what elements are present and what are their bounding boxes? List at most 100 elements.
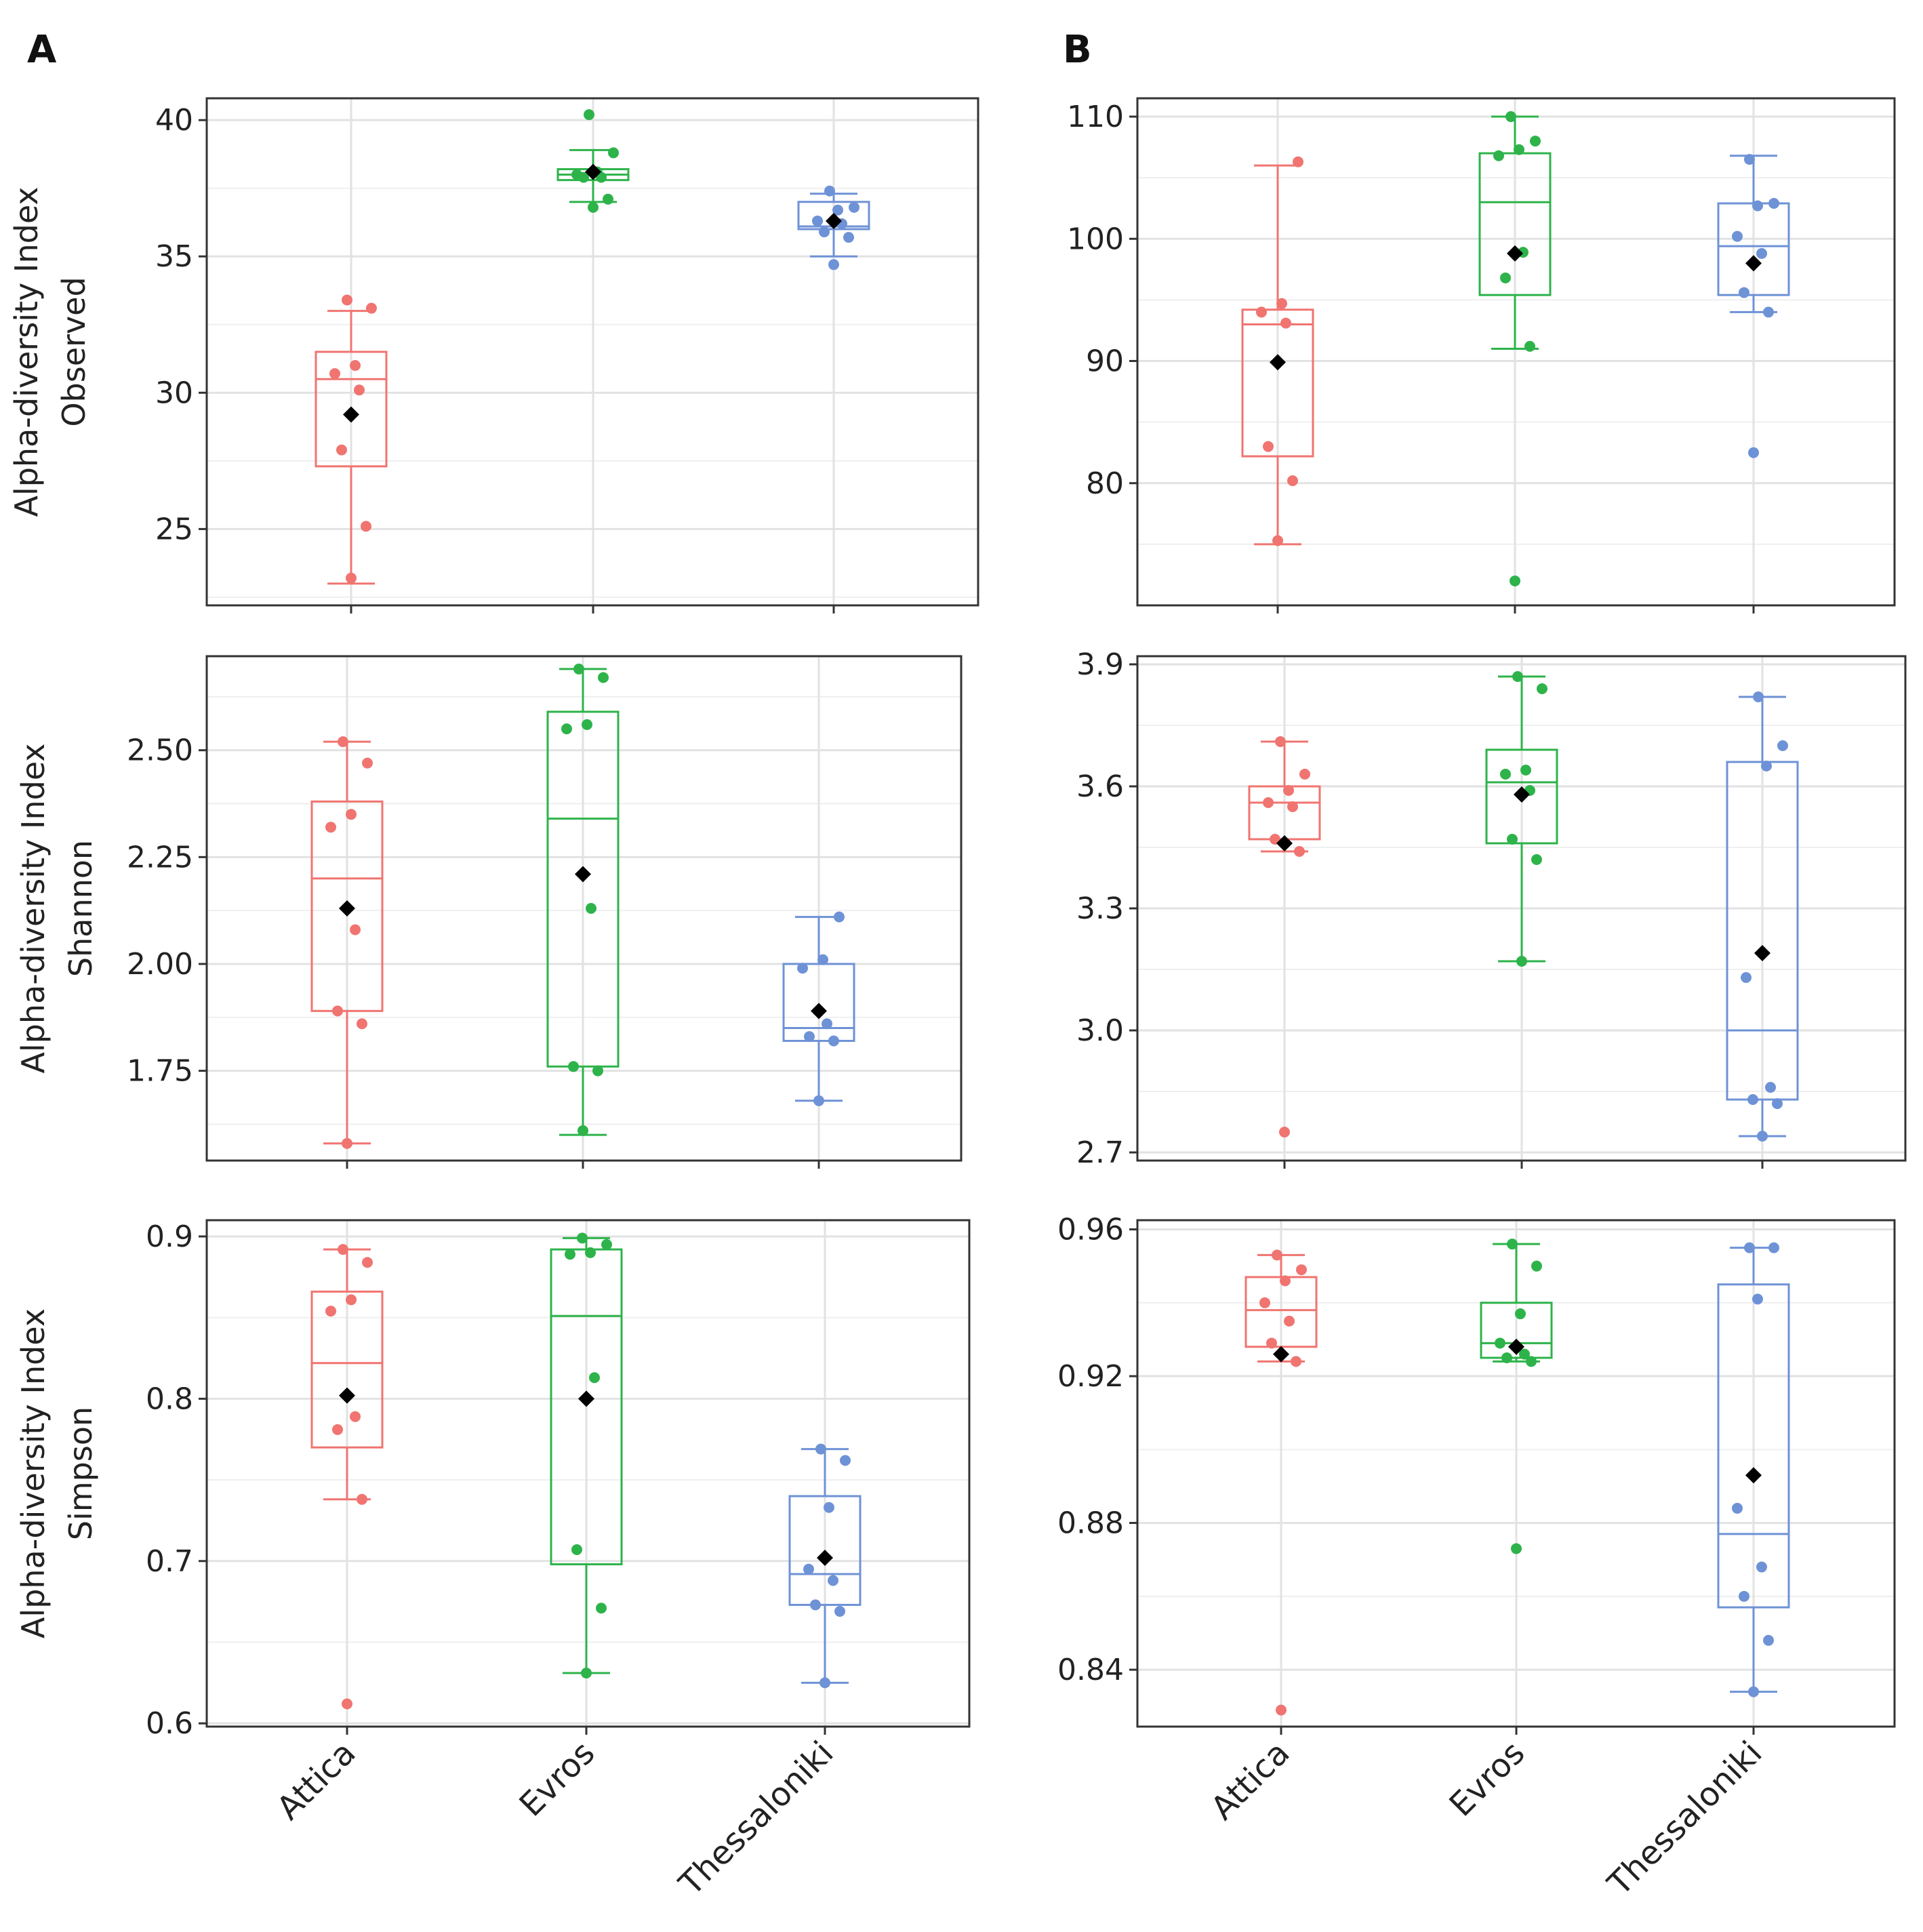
box-evros [1480,1239,1553,1554]
data-point-evros [1520,765,1531,776]
iqr-box [1480,1302,1553,1359]
data-point-evros [601,1239,612,1250]
plots-container: 25 30 35 40 Alpha-diversity Index Observed 80 9… [8,97,1907,1904]
data-point-attica [325,822,336,833]
data-point-attica [346,572,357,584]
data-point-attica [1256,306,1267,318]
mean-marker [1754,945,1770,961]
data-point-evros [603,193,613,205]
data-point-attica [346,1294,357,1306]
box-thessaloniki [788,1443,862,1689]
mean-marker [1507,245,1523,262]
iqr-box [797,201,870,230]
plot-border [205,97,979,607]
data-point-attica [357,1493,367,1505]
data-point-thessaloniki [843,232,854,243]
box-attica [1244,1249,1318,1716]
mean-marker [1276,835,1293,851]
data-point-attica [1283,785,1294,796]
data-point-attica [325,1306,336,1317]
y-tick-label: 80 [1086,466,1124,501]
data-point-evros [1537,683,1547,694]
box-evros [1478,111,1552,586]
iqr-box [315,350,388,468]
iqr-box [1717,1283,1790,1609]
data-point-evros [1515,1308,1526,1320]
y-tick-label: 0.96 [1057,1213,1124,1247]
iqr-box [782,963,855,1042]
data-point-thessaloniki [834,911,845,923]
data-point-attica [1266,1337,1277,1349]
y-axis-title: Alpha-diversity Index [8,186,45,517]
data-point-attica [1296,1264,1307,1276]
data-point-evros [577,1232,588,1244]
x-category-label: Evros [1442,1734,1533,1824]
y-tick-label: 1.75 [127,1054,193,1089]
data-point-attica [1293,156,1303,167]
box-attica [1248,736,1321,1138]
y-tick-label: 0.92 [1057,1359,1124,1394]
mean-marker [578,1390,594,1407]
data-point-thessaloniki [1747,1094,1758,1105]
data-point-evros [1500,769,1511,780]
panel-label-b: B [1063,28,1092,72]
data-point-evros [1501,1352,1512,1363]
data-point-evros [1519,1348,1530,1360]
data-point-evros [573,663,584,675]
data-point-evros [1514,144,1524,155]
data-point-attica [362,757,373,769]
data-point-evros [1530,136,1541,147]
iqr-box [1726,761,1799,1101]
y-tick-label: 3.9 [1076,647,1124,682]
mean-marker [575,866,591,883]
data-point-attica [1263,441,1274,452]
y-tick-label: 0.88 [1057,1506,1124,1541]
data-point-evros [586,903,596,914]
data-point-evros [592,1065,603,1076]
data-point-attica [332,1005,343,1017]
chart-panel-6: 0.84 0.88 0.92 0.96 Attica Evros Thessaloniki [1057,1213,1896,1904]
chart-panel-1: 25 30 35 40 Alpha-diversity Index Observed [8,97,979,613]
data-point-attica [342,1138,352,1149]
data-point-evros [584,109,594,121]
y-axis-subtitle: Shannon [62,840,99,977]
data-point-attica [350,924,361,935]
data-point-evros [1493,150,1504,161]
box-thessaloniki [1717,1242,1790,1697]
data-point-thessaloniki [1741,972,1752,983]
data-point-thessaloniki [1744,154,1755,165]
data-point-attica [1272,1249,1282,1261]
plot-background [207,1220,969,1727]
data-point-evros [571,1544,582,1556]
data-point-evros [578,1125,588,1136]
x-category-label: Attica [1204,1734,1297,1828]
iqr-box [1485,748,1558,845]
data-point-thessaloniki [1756,247,1767,259]
data-point-attica [1275,736,1286,747]
y-tick-label: 0.8 [146,1382,193,1416]
mean-marker [343,406,359,423]
y-tick-label: 40 [155,103,193,138]
data-point-evros [1495,1337,1505,1349]
data-point-thessaloniki [1748,1686,1759,1697]
y-tick-label: 2.7 [1076,1135,1124,1170]
box-evros [1485,671,1558,967]
box-attica [310,1244,384,1710]
plot-border [1136,1219,1896,1728]
data-point-attica [1299,769,1310,780]
data-point-thessaloniki [1763,306,1774,318]
data-point-thessaloniki [797,963,808,974]
data-point-evros [608,147,619,159]
y-tick-label: 110 [1067,100,1124,134]
chart-panel-5: 0.6 0.7 0.8 0.9 Alpha-diversity Index Simpson… [15,1219,971,1904]
plot-border [1136,97,1896,607]
data-point-thessaloniki [810,1599,821,1611]
box-evros [556,109,630,213]
data-point-thessaloniki [834,1606,845,1617]
data-point-thessaloniki [812,215,823,226]
y-axis-subtitle: Observed [56,277,92,426]
data-point-evros [561,723,572,735]
data-point-evros [1512,671,1523,682]
data-point-evros [571,169,582,180]
data-point-evros [1531,854,1542,865]
